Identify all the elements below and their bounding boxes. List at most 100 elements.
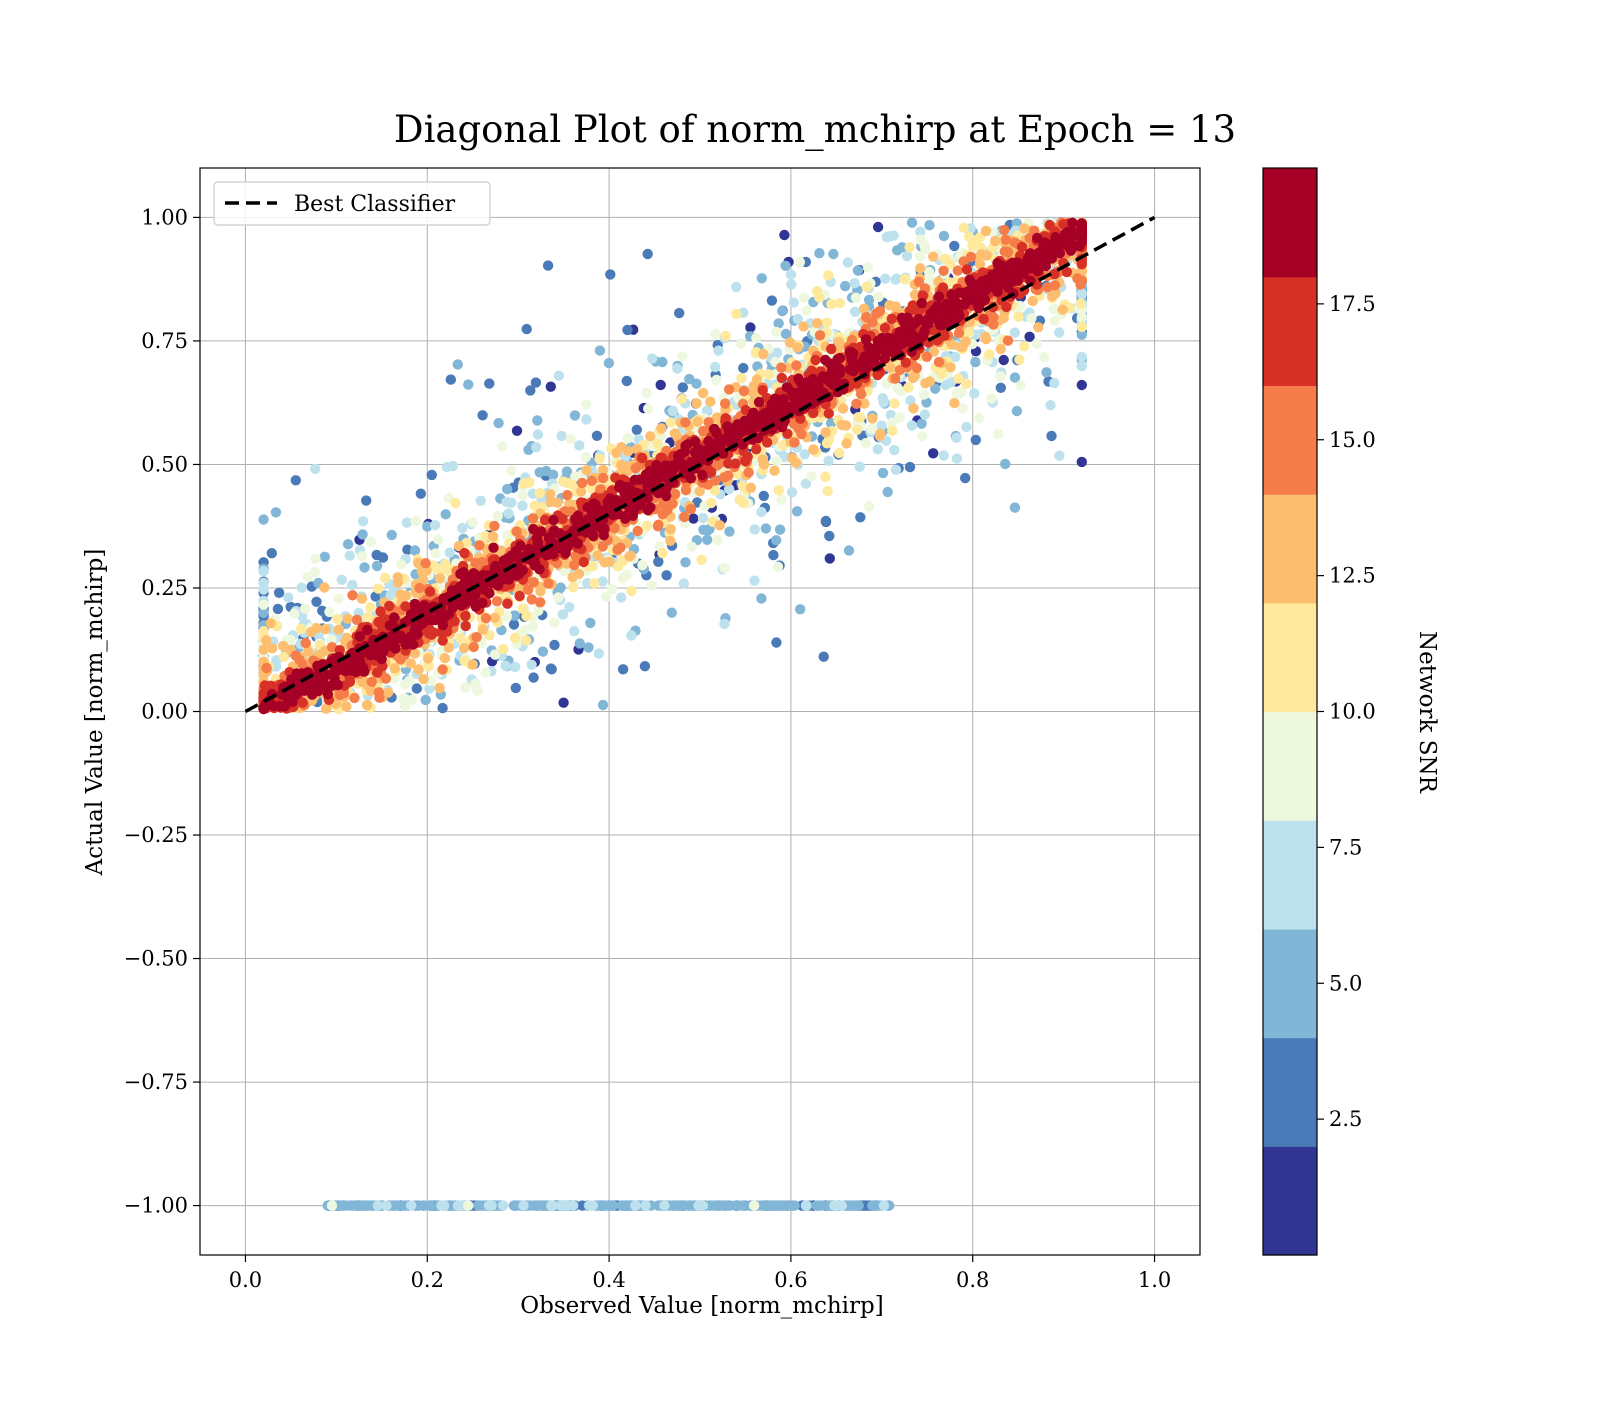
scatter-point	[537, 1200, 547, 1210]
scatter-point	[670, 489, 680, 499]
scatter-point	[558, 698, 568, 708]
scatter-point	[855, 512, 865, 522]
scatter-point	[468, 659, 478, 669]
scatter-point	[720, 331, 730, 341]
scatter-point	[617, 1200, 627, 1210]
scatter-point	[460, 682, 470, 692]
scatter-point	[756, 593, 766, 603]
scatter-point	[616, 592, 626, 602]
scatter-point	[632, 425, 642, 435]
scatter-point	[780, 261, 790, 271]
scatter-point	[434, 683, 444, 693]
scatter-point	[705, 396, 715, 406]
scatter-point	[677, 351, 687, 361]
scatter-point	[332, 614, 342, 624]
scatter-point	[875, 429, 885, 439]
scatter-point	[510, 662, 520, 672]
scatter-point	[450, 498, 460, 508]
scatter-point	[1077, 276, 1087, 286]
scatter-point	[492, 596, 502, 606]
scatter-point	[750, 524, 760, 534]
scatter-point	[493, 511, 503, 521]
scatter-point	[1077, 457, 1087, 467]
scatter-point	[665, 536, 675, 546]
scatter-point	[1054, 327, 1064, 337]
scatter-point	[594, 454, 604, 464]
chart-title: Diagonal Plot of norm_mchirp at Epoch = …	[394, 108, 1236, 152]
scatter-point	[723, 470, 733, 480]
scatter-point	[533, 429, 543, 439]
scatter-point	[441, 509, 451, 519]
scatter-point	[771, 637, 781, 647]
scatter-point	[579, 557, 589, 567]
scatter-point	[706, 467, 716, 477]
scatter-point	[546, 382, 556, 392]
scatter-point	[1042, 282, 1052, 292]
scatter-point	[978, 314, 988, 324]
scatter-point	[922, 352, 932, 362]
scatter-point	[624, 551, 634, 561]
scatter-point	[903, 382, 913, 392]
scatter-point	[823, 456, 833, 466]
scatter-point	[1001, 302, 1011, 312]
scatter-point	[433, 534, 443, 544]
scatter-point	[653, 520, 663, 530]
scatter-point	[261, 663, 271, 673]
scatter-point	[976, 249, 986, 259]
scatter-point	[687, 542, 697, 552]
scatter-point	[853, 265, 863, 275]
scatter-point	[334, 624, 344, 634]
scatter-point	[622, 376, 632, 386]
scatter-point	[840, 281, 850, 291]
scatter-point	[393, 572, 403, 582]
scatter-point	[310, 554, 320, 564]
scatter-point	[724, 526, 734, 536]
scatter-point	[425, 586, 435, 596]
scatter-point	[410, 648, 420, 658]
scatter-point	[587, 476, 597, 486]
scatter-point	[769, 466, 779, 476]
scatter-point	[990, 236, 1000, 246]
scatter-point	[843, 257, 853, 267]
scatter-point	[365, 602, 375, 612]
scatter-point	[506, 498, 516, 508]
scatter-point	[421, 558, 431, 568]
scatter-point	[757, 273, 767, 283]
scatter-point	[481, 667, 491, 677]
scatter-point	[917, 298, 927, 308]
scatter-point	[723, 458, 733, 468]
scatter-point	[873, 292, 883, 302]
scatter-point	[374, 693, 384, 703]
scatter-point	[569, 626, 579, 636]
scatter-point	[561, 1200, 571, 1210]
scatter-point	[512, 426, 522, 436]
scatter-point	[473, 686, 483, 696]
scatter-point	[598, 700, 608, 710]
scatter-point	[384, 601, 394, 611]
scatter-point	[746, 483, 756, 493]
scatter-point	[670, 428, 680, 438]
scatter-point	[934, 291, 944, 301]
scatter-point	[698, 388, 708, 398]
scatter-point	[908, 373, 918, 383]
scatter-point	[862, 282, 872, 292]
scatter-point	[806, 471, 816, 481]
scatter-point	[641, 388, 651, 398]
scatter-point	[879, 1200, 889, 1210]
scatter-point	[402, 518, 412, 528]
scatter-point	[630, 1200, 640, 1210]
scatter-point	[938, 266, 948, 276]
scatter-point	[643, 249, 653, 259]
scatter-point	[366, 537, 376, 547]
scatter-point	[546, 663, 556, 673]
scatter-point	[585, 618, 595, 628]
scatter-point	[835, 298, 845, 308]
scatter-point	[509, 619, 519, 629]
scatter-point	[1077, 361, 1087, 371]
scatter-point	[837, 1200, 847, 1210]
scatter-point	[900, 274, 910, 284]
scatter-point	[605, 269, 615, 279]
scatter-point	[864, 501, 874, 511]
scatter-point	[939, 450, 949, 460]
scatter-point	[823, 486, 833, 496]
